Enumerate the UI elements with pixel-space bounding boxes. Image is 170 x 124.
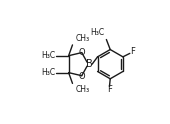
Text: B: B — [86, 59, 93, 69]
Text: O: O — [79, 48, 86, 57]
Text: F: F — [130, 47, 135, 56]
Text: H₃C: H₃C — [41, 68, 56, 77]
Text: H₃C: H₃C — [91, 28, 105, 37]
Text: O: O — [79, 72, 86, 81]
Text: H₃C: H₃C — [41, 51, 56, 60]
Text: CH₃: CH₃ — [76, 85, 90, 94]
Text: CH₃: CH₃ — [76, 34, 90, 43]
Text: F: F — [107, 85, 112, 94]
